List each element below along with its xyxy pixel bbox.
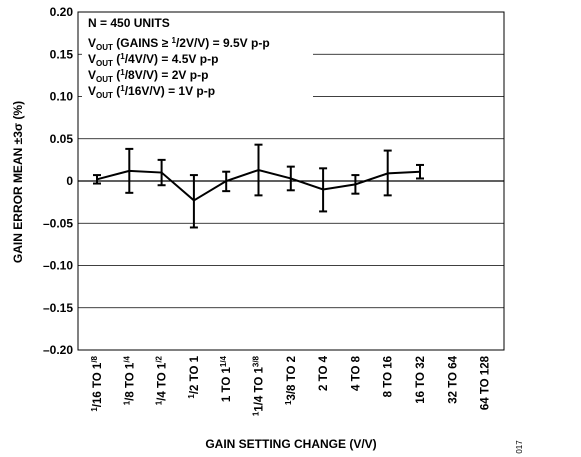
- x-tick-label: 1/2 TO 1: [187, 355, 201, 398]
- x-tick-label: 1 TO 11/4: [219, 355, 233, 402]
- x-tick-label: 32 TO 64: [447, 355, 459, 403]
- annotation-vout-gains: VOUT (GAINS ≥ 1/2V/V) = 9.5V p-p: [88, 36, 270, 52]
- y-tick-label: –0.20: [43, 343, 73, 357]
- annotation-vout-eighth: VOUT (1/8V/V) = 2V p-p: [88, 68, 208, 84]
- annotation-units: N = 450 UNITS: [88, 16, 170, 30]
- mean-line: [96, 168, 421, 202]
- y-tick-label: –0.10: [43, 259, 73, 273]
- x-tick-label: 16 TO 32: [415, 356, 427, 404]
- x-tick-label: 4 TO 8: [350, 355, 362, 391]
- x-tick-label: 2 TO 4: [318, 355, 330, 391]
- x-tick-label: 1/8 TO 1/4: [122, 355, 136, 405]
- plot-frame: [77, 11, 505, 351]
- y-axis-title: GAIN ERROR MEAN ±3σ (%): [11, 101, 25, 263]
- x-tick-labels: 1/16 TO 1/8 1/8 TO 1/4 1/4 TO 1/2 1/2 TO 1 1…: [90, 355, 492, 416]
- y-tick-label: 0.15: [50, 47, 74, 61]
- x-tick-label: 13/8 TO 2: [284, 356, 298, 405]
- x-tick-label: 64 TO 128: [480, 355, 492, 410]
- annotation-vout-sixteenth: VOUT (1/16V/V) = 1V p-p: [88, 84, 215, 100]
- y-tick-label: 0: [66, 174, 73, 188]
- x-tick-label: 1/16 TO 1/8: [90, 355, 104, 411]
- x-axis-title: GAIN SETTING CHANGE (V/V): [205, 437, 376, 451]
- y-tick-label: 0.05: [50, 132, 74, 146]
- figure-code: 017: [515, 440, 524, 454]
- y-tick-label: 0.10: [50, 90, 74, 104]
- x-tick-label: 11/4 TO 13/8: [252, 355, 266, 416]
- annotation-vout-quarter: VOUT (1/4V/V) = 4.5V p-p: [88, 52, 218, 68]
- y-tick-labels: 0.20 0.15 0.10 0.05 0 –0.05 –0.10 –0.15 –0.20: [43, 5, 73, 357]
- series-group: [93, 143, 424, 229]
- y-tick-label: –0.05: [43, 216, 73, 230]
- x-tick-label: 8 TO 16: [383, 356, 395, 397]
- y-tick-label: –0.15: [43, 301, 73, 315]
- x-tick-label: 1/4 TO 1/2: [155, 355, 169, 405]
- y-tick-label: 0.20: [50, 5, 74, 19]
- annotation-background: [82, 14, 313, 100]
